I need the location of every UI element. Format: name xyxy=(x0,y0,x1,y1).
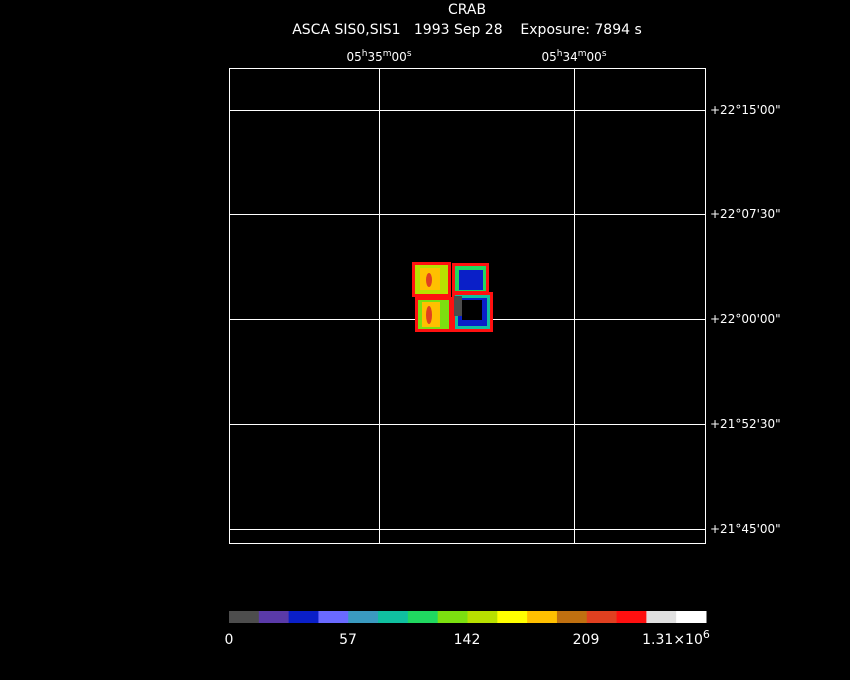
colorbar-segment xyxy=(676,611,707,623)
colorbar-label-base: 1.31×10 xyxy=(642,632,703,648)
ra-label: 05h35m00s xyxy=(346,49,411,64)
ra-number: 35 xyxy=(367,50,382,64)
ra-number: 05 xyxy=(541,50,556,64)
ra-number: 05 xyxy=(346,50,361,64)
colorbar-segment xyxy=(616,611,647,623)
chip-peak xyxy=(426,273,432,287)
colorbar-segment xyxy=(437,611,468,623)
colorbar-segment xyxy=(646,611,677,623)
colorbar-segment xyxy=(258,611,290,623)
colorbar-segment xyxy=(348,611,379,623)
colorbar-segment xyxy=(229,611,260,623)
colorbar-segment xyxy=(586,611,618,623)
title: CRAB xyxy=(448,2,486,18)
colorbar-segment xyxy=(378,611,409,623)
colorbar-segment xyxy=(467,611,498,623)
frame xyxy=(229,68,706,544)
subtitle: ASCA SIS0,SIS1 1993 Sep 28 Exposure: 789… xyxy=(292,22,642,38)
chip-peak xyxy=(426,306,432,324)
sky-image xyxy=(412,262,493,332)
ra-unit: m xyxy=(578,49,587,59)
ra-unit: s xyxy=(407,49,412,59)
ra-unit: h xyxy=(557,49,563,59)
chip-core xyxy=(459,270,483,290)
dec-label: +22°15'00" xyxy=(710,103,781,117)
colorbar-segment xyxy=(318,611,349,623)
ra-unit: h xyxy=(362,49,368,59)
chip-center xyxy=(462,300,482,320)
ra-number: 34 xyxy=(562,50,577,64)
colorbar-label: 0 xyxy=(225,632,234,648)
colorbar-label: 57 xyxy=(339,632,357,648)
dec-label: +21°52'30" xyxy=(710,417,781,431)
colorbar-segment xyxy=(556,611,588,623)
dec-label: +22°07'30" xyxy=(710,207,781,221)
ra-number: 00 xyxy=(587,50,602,64)
ra-number: 00 xyxy=(392,50,407,64)
dec-label: +21°45'00" xyxy=(710,522,781,536)
colorbar-segment xyxy=(288,611,319,623)
grid xyxy=(229,68,706,543)
colorbar: 0 57 142 209 1.31×106 xyxy=(225,611,710,648)
colorbar-segment xyxy=(527,611,558,623)
colorbar-segment xyxy=(407,611,439,623)
ra-label: 05h34m00s xyxy=(541,49,606,64)
ra-unit: m xyxy=(383,49,392,59)
colorbar-label: 1.31×106 xyxy=(642,628,710,649)
colorbar-label: 142 xyxy=(454,632,481,648)
colorbar-label-exponent: 6 xyxy=(703,628,710,641)
chip-edge xyxy=(454,296,462,316)
dec-label: +22°00'00" xyxy=(710,312,781,326)
ra-unit: s xyxy=(602,49,607,59)
colorbar-segment xyxy=(497,611,528,623)
colorbar-label: 209 xyxy=(573,632,600,648)
